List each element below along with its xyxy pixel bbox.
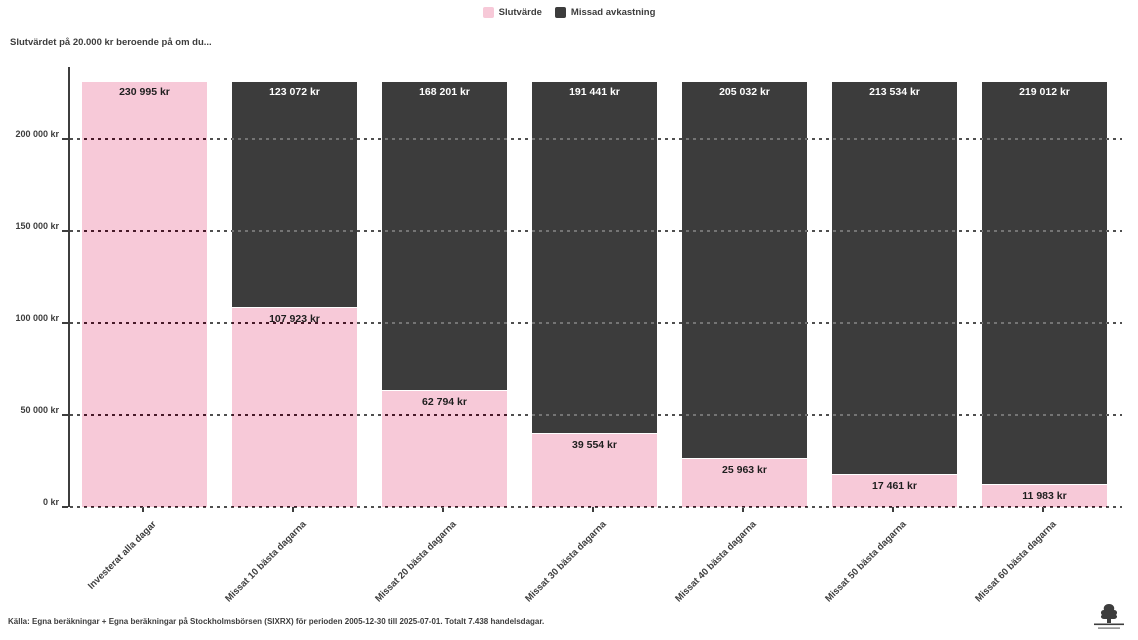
- segment-missad-avkastning: [532, 81, 657, 435]
- y-tick-mark: [62, 321, 68, 324]
- value-label-slutvarde: 107 923 kr: [269, 313, 320, 326]
- x-axis-label: Missat 40 bästa dagarna: [672, 519, 759, 605]
- x-tick-mark: [591, 507, 594, 512]
- segment-missad-avkastning: [832, 81, 957, 475]
- x-axis-label: Investerat alla dagar: [85, 519, 159, 592]
- legend-label: Missad avkastning: [570, 7, 656, 18]
- bar-2: 123 072 kr 107 923 kr: [232, 81, 357, 507]
- y-tick-label: 0 kr: [42, 497, 59, 507]
- x-tick-mark: [441, 507, 444, 512]
- bar-3: 168 201 kr 62 794 kr: [382, 81, 507, 507]
- segment-missad-avkastning: [382, 81, 507, 392]
- value-label-slutvarde: 62 794 kr: [422, 396, 467, 409]
- legend-label: Slutvärde: [498, 7, 542, 18]
- segment-slutvarde: [532, 434, 657, 507]
- x-axis-label: Missat 50 bästa dagarna: [822, 519, 909, 605]
- y-tick-mark: [62, 413, 68, 416]
- y-tick-label: 200 000 kr: [15, 128, 59, 139]
- value-label-slutvarde: 230 995 kr: [119, 85, 170, 98]
- x-axis-label: Missat 10 bästa dagarna: [222, 519, 309, 605]
- chart-title: Slutvärdet på 20.000 kr beroende på om d…: [10, 37, 212, 48]
- value-label-missad: 219 012 kr: [1019, 85, 1070, 98]
- x-axis-label: Missat 20 bästa dagarna: [372, 519, 459, 605]
- x-axis-label: Missat 60 bästa dagarna: [972, 519, 1059, 605]
- value-label-slutvarde: 11 983 kr: [1022, 489, 1067, 502]
- source-note: Källa: Egna beräkningar + Egna beräkning…: [8, 617, 545, 626]
- y-tick-mark: [62, 506, 68, 508]
- bar-1: 230 995 kr: [82, 81, 207, 507]
- value-label-slutvarde: 39 554 kr: [572, 439, 617, 452]
- value-label-missad: 213 534 kr: [869, 85, 920, 98]
- segment-slutvarde: [832, 474, 957, 507]
- segment-slutvarde: [232, 308, 357, 507]
- y-tick-mark: [62, 137, 68, 140]
- legend-item: Missad avkastning: [554, 7, 656, 18]
- segment-slutvarde: [82, 81, 207, 507]
- tree-logo-icon: [1094, 604, 1124, 629]
- value-label-missad: 205 032 kr: [719, 85, 770, 98]
- x-tick-mark: [141, 507, 144, 512]
- legend: Slutvärde Missad avkastning: [0, 7, 1138, 18]
- segment-missad-avkastning: [982, 81, 1107, 485]
- legend-swatch-icon: [554, 7, 566, 18]
- y-axis: 0 kr 50 000 kr 100 000 kr 150 000 kr 200 000…: [0, 67, 68, 508]
- value-label-missad: 123 072 kr: [269, 85, 320, 98]
- segment-slutvarde: [682, 459, 807, 507]
- value-label-slutvarde: 17 461 kr: [872, 479, 917, 492]
- plot-area: 230 995 kr 123 072 kr 107 923 kr 168 201 kr…: [68, 67, 1122, 508]
- legend-item: Slutvärde: [482, 7, 542, 18]
- bars-group: 230 995 kr 123 072 kr 107 923 kr 168 201 kr…: [70, 67, 1122, 507]
- bar-5: 205 032 kr 25 963 kr: [682, 81, 807, 507]
- y-tick-label: 150 000 kr: [15, 220, 59, 231]
- legend-swatch-icon: [482, 7, 494, 18]
- y-tick-label: 100 000 kr: [15, 312, 59, 323]
- bar-7: 219 012 kr 11 983 kr: [982, 81, 1107, 507]
- y-tick-mark: [62, 229, 68, 232]
- x-tick-mark: [291, 507, 294, 512]
- bar-4: 191 441 kr 39 554 kr: [532, 81, 657, 507]
- segment-missad-avkastning: [682, 81, 807, 460]
- x-tick-mark: [891, 507, 894, 512]
- y-tick-label: 50 000 kr: [20, 404, 59, 415]
- segment-slutvarde: [382, 391, 507, 507]
- value-label-missad: 191 441 kr: [569, 85, 620, 98]
- x-tick-mark: [1041, 507, 1044, 512]
- x-axis-label: Missat 30 bästa dagarna: [522, 519, 609, 605]
- segment-slutvarde: [982, 484, 1107, 507]
- bar-6: 213 534 kr 17 461 kr: [832, 81, 957, 507]
- value-label-slutvarde: 25 963 kr: [722, 464, 767, 477]
- segment-missad-avkastning: [232, 81, 357, 309]
- x-tick-mark: [741, 507, 744, 512]
- value-label-missad: 168 201 kr: [419, 85, 470, 98]
